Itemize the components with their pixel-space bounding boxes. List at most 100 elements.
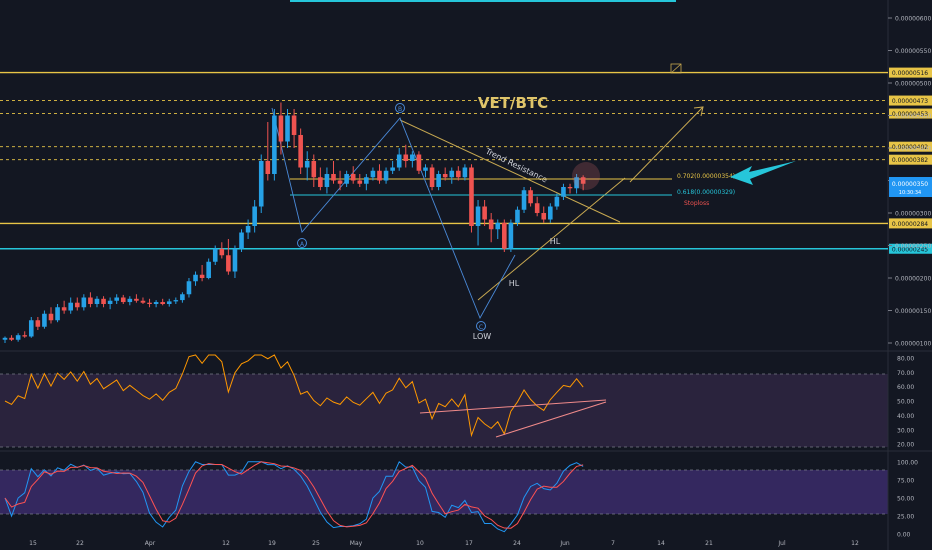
level-tag-2 (889, 108, 932, 119)
candle-body-66 (436, 174, 441, 187)
price-tick-label-10: 0.00000100 (895, 341, 931, 348)
level-tag-label-0: 0.00000516 (892, 70, 928, 77)
stoch-tick-label-3: 25.00 (897, 514, 914, 521)
candle-body-82 (541, 213, 547, 220)
wave-b-marker (395, 103, 405, 113)
candle-body-77 (508, 222, 514, 249)
fib-618-label: 0.618(0.00000329) (677, 189, 735, 196)
candle-body-15 (101, 298, 106, 304)
candle-body-26 (173, 300, 179, 302)
candles-layer (2, 102, 586, 343)
projection-arrow-head (693, 106, 704, 117)
candle-body-1 (9, 337, 14, 340)
x-tick-label-13: 21 (705, 540, 713, 547)
wave-b-label: B (398, 106, 402, 113)
x-tick-label-7: 10 (416, 540, 424, 547)
candle-body-43 (285, 115, 290, 142)
candle-body-10 (68, 302, 73, 311)
rsi-tick-label-5: 30.00 (897, 427, 914, 434)
candle-body-42 (278, 115, 284, 142)
level-tag-6 (889, 243, 932, 254)
candle-body-33 (219, 248, 225, 256)
rsi-tick-label-6: 20.00 (897, 442, 914, 449)
projection-arrow (629, 106, 704, 183)
candle-body-7 (48, 313, 54, 321)
x-tick-label-11: 7 (611, 540, 615, 547)
stoch-tick-label-1: 75.00 (897, 477, 914, 484)
candle-body-9 (61, 307, 67, 311)
candle-body-30 (199, 274, 205, 278)
candle-body-8 (55, 307, 60, 321)
candle-body-34 (226, 255, 231, 272)
candle-body-40 (265, 161, 271, 174)
axis-layer: 0.00000600 0.00000550 0.00000500 0.00000450… (29, 16, 931, 548)
level-tag-4 (889, 154, 932, 165)
price-tick-label-2: 0.00000500 (895, 81, 931, 88)
candle-body-17 (114, 297, 119, 301)
x-tick-label-0: 15 (29, 540, 37, 547)
candle-body-52 (344, 174, 349, 184)
current-price-tag (889, 177, 932, 197)
candle-body-27 (180, 294, 185, 301)
x-tick-label-1: 22 (76, 540, 84, 547)
candle-body-86 (567, 187, 573, 189)
small-box-icon-stroke (670, 63, 682, 74)
level-tag-5 (889, 218, 932, 229)
level-tag-label-2: 0.00000453 (892, 111, 928, 118)
candle-body-13 (88, 297, 93, 304)
x-tick-label-12: 14 (657, 540, 665, 547)
stoch-tick-label-0: 100.00 (897, 459, 918, 466)
levels-layer: 0.00000516 0.00000473 0.00000453 0.00000402… (0, 67, 932, 254)
candle-body-75 (495, 222, 501, 230)
candle-body-31 (206, 261, 211, 278)
candle-body-19 (127, 298, 133, 303)
candle-body-0 (2, 337, 8, 340)
stoch-tick-label-4: 0.00 (897, 532, 911, 539)
candle-body-69 (456, 170, 461, 178)
candle-body-70 (462, 167, 468, 178)
candle-body-81 (534, 203, 540, 213)
candle-body-84 (554, 196, 560, 207)
candle-body-76 (502, 222, 507, 249)
rsi-band (0, 374, 888, 447)
rsi-line (4, 354, 584, 438)
small-box-icon (670, 63, 682, 74)
candle-body-39 (258, 161, 264, 207)
candle-body-11 (74, 302, 80, 308)
candle-body-22 (147, 302, 152, 304)
candle-body-44 (291, 115, 297, 135)
candle-body-63 (416, 154, 422, 171)
candle-body-74 (488, 219, 494, 230)
candle-body-50 (331, 174, 336, 181)
wave-a-label: A (300, 241, 305, 248)
candle-body-88 (580, 177, 586, 184)
x-tick-label-9: 24 (513, 540, 521, 547)
candle-body-83 (548, 206, 553, 220)
stoploss-label: Stoploss (684, 200, 709, 207)
current-price-label: 0.00000350 (892, 181, 928, 188)
price-tick-label-8: 0.00000200 (895, 276, 931, 283)
candle-body-20 (134, 298, 139, 301)
support-trend-line (477, 177, 626, 301)
abc-wave (271, 107, 516, 320)
candle-body-80 (528, 190, 533, 204)
candle-body-3 (22, 335, 28, 337)
candle-body-64 (423, 167, 428, 171)
stoch-tick-label-2: 50.00 (897, 496, 914, 503)
candle-body-38 (252, 206, 257, 226)
stoch-layer (4, 460, 584, 533)
level-tag-0 (889, 67, 932, 78)
x-tick-label-2: Apr (145, 540, 156, 547)
candle-body-4 (28, 320, 34, 337)
low-label: LOW (473, 332, 491, 341)
candle-body-12 (81, 297, 87, 308)
stoch-d-line (4, 461, 584, 529)
price-tick-label-7: 0.00000250 (895, 243, 931, 250)
candle-body-57 (377, 170, 382, 181)
x-tick-label-14: Jul (777, 540, 786, 547)
x-tick-label-3: 12 (222, 540, 230, 547)
candle-body-45 (298, 135, 303, 168)
candle-body-78 (515, 209, 520, 223)
candle-body-72 (475, 206, 481, 226)
